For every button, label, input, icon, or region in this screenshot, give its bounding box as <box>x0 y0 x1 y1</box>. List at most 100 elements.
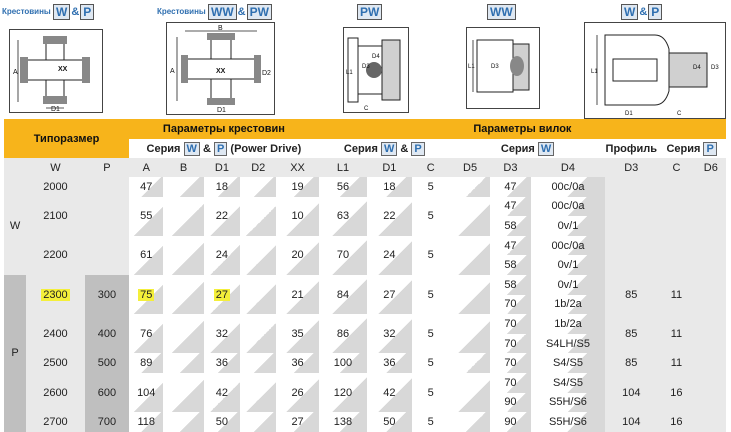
cell-w: 2400 <box>26 314 85 354</box>
cell-a-value: 75 <box>138 288 155 301</box>
cell-d4: 1b/2a <box>530 314 606 334</box>
cell-a-value: 104 <box>137 386 156 399</box>
table-row: W 2000 47 18 19 56 18 5 47 00c/0a <box>4 177 726 275</box>
series-box: W <box>53 4 71 20</box>
cell-b <box>163 235 204 275</box>
cell-p <box>84 177 130 197</box>
cell-d3: 47 <box>490 235 531 256</box>
cell-d4: S5H/S6 <box>530 392 606 413</box>
cell-b <box>163 177 204 197</box>
cell-d5 <box>449 274 491 315</box>
cell-l1: 120 <box>318 372 368 413</box>
cell-d3: 70 <box>490 333 531 354</box>
cell-d4: 0v/1 <box>530 255 606 275</box>
col-xx: XX <box>276 158 319 177</box>
cell-c: 5 <box>427 288 434 301</box>
col-p: P <box>84 158 130 177</box>
cell-a-value: 89 <box>140 357 153 370</box>
cell-yoke-d1: 27 <box>367 274 412 315</box>
series-box: W <box>380 141 398 156</box>
cell-a: 75 <box>129 274 164 315</box>
cell-d5 <box>449 177 491 197</box>
yoke-diagram-w-p: L1 D1 C D4 D3 <box>584 22 726 119</box>
dim-label: D3 <box>491 64 499 70</box>
series-box: PW <box>246 4 272 20</box>
amp: & <box>203 142 211 155</box>
col-d1: D1 <box>203 158 241 177</box>
dim-label: D1 <box>217 107 226 114</box>
cell-c: 5 <box>427 327 434 340</box>
cell-d3: 47 <box>490 196 531 217</box>
cell-a: 76 <box>129 314 164 354</box>
header-size: Типоразмер <box>4 119 130 158</box>
cross-diagram-w-p: A XX D1 <box>9 29 103 113</box>
cell-w: 2100 <box>26 196 85 236</box>
dim-label: XX <box>216 68 226 75</box>
cell-p <box>84 196 130 236</box>
cell-w: 2300 <box>26 274 85 315</box>
header-series-cross: Серия W & P (Power Drive) <box>129 139 319 158</box>
cell-l1: 84 <box>318 274 368 315</box>
cell-d4: S4LH/S5 <box>530 333 606 354</box>
series-box: W <box>537 141 555 156</box>
cell-d1-value: 36 <box>215 357 229 370</box>
cell-d5 <box>449 412 491 432</box>
cell-d6 <box>695 235 726 275</box>
cell-d3: 58 <box>490 274 531 295</box>
dim-label: D2 <box>262 70 271 77</box>
series-box: P <box>214 141 228 156</box>
cell-yoke-d1: 22 <box>367 196 412 236</box>
cell-p-d3 <box>605 177 658 197</box>
side-label-p: P <box>4 274 27 432</box>
cell-d1: 32 <box>203 314 241 354</box>
cell-d1-value: 18 <box>215 180 229 193</box>
col-c: C <box>411 158 450 177</box>
cell-d1: 24 <box>203 235 241 275</box>
cell-a: 104 <box>129 372 164 413</box>
table-row: 2400 400 76 32 35 86 32 5 70 1b/2a 85 11 <box>4 314 726 354</box>
side-label-w: W <box>4 177 27 275</box>
cell-a: 55 <box>129 196 164 236</box>
side-label-w-text: W <box>9 219 21 232</box>
cell-xx: 21 <box>276 274 319 315</box>
cell-w-value: 2600 <box>43 386 68 399</box>
cell-yoke-d1: 36 <box>367 353 412 373</box>
series-box: WW <box>208 4 237 20</box>
cell-a: 118 <box>129 412 164 432</box>
cell-p-c: 11 <box>657 314 696 354</box>
table-row: 58 0v/1 <box>4 216 726 236</box>
amp: & <box>237 6 246 18</box>
series-box: PW <box>357 3 383 20</box>
cell-w: 2600 <box>26 372 85 413</box>
cell-d3: 90 <box>490 412 531 432</box>
table-body: W 2000 47 18 19 56 18 5 47 00c/0a 2100 55 22 10 63 22 5 4… <box>4 177 726 432</box>
label-text: Крестовины <box>2 7 51 17</box>
cell-l1: 138 <box>318 412 368 432</box>
header-series-yoke-p: Серия P <box>657 139 726 158</box>
cell-d6 <box>695 372 726 413</box>
cell-w-value: 2100 <box>43 210 68 223</box>
col-yoke-d1: D1 <box>367 158 412 177</box>
cell-d3: 70 <box>490 372 531 393</box>
cell-p-d3: 85 <box>605 314 658 354</box>
dim-label: D3 <box>711 65 719 71</box>
amp: & <box>400 142 409 155</box>
diagram-strip: Крестовины W & P Крестовины WW & PW PW WW W &… <box>0 0 731 119</box>
series-box: P <box>648 3 663 20</box>
header-yoke-params: Параметры вилок <box>318 119 726 139</box>
series-suffix: (Power Drive) <box>227 142 302 155</box>
col-d5: D5 <box>449 158 491 177</box>
table-row: 58 0v/1 <box>4 255 726 275</box>
cell-b <box>163 412 204 432</box>
dim-label: A <box>13 69 18 76</box>
cell-d6 <box>695 177 726 197</box>
col-d6: D6 <box>695 158 726 177</box>
cell-yoke-d1: 32 <box>367 314 412 354</box>
side-label-p-text: P <box>11 347 19 360</box>
cell-l1: 70 <box>318 235 368 275</box>
cell-d4: 0v/1 <box>530 274 606 295</box>
cell-a-value: 47 <box>140 180 153 193</box>
cell-d2 <box>240 235 277 275</box>
cell-w: 2200 <box>26 235 85 275</box>
cell-xx: 36 <box>276 353 319 373</box>
